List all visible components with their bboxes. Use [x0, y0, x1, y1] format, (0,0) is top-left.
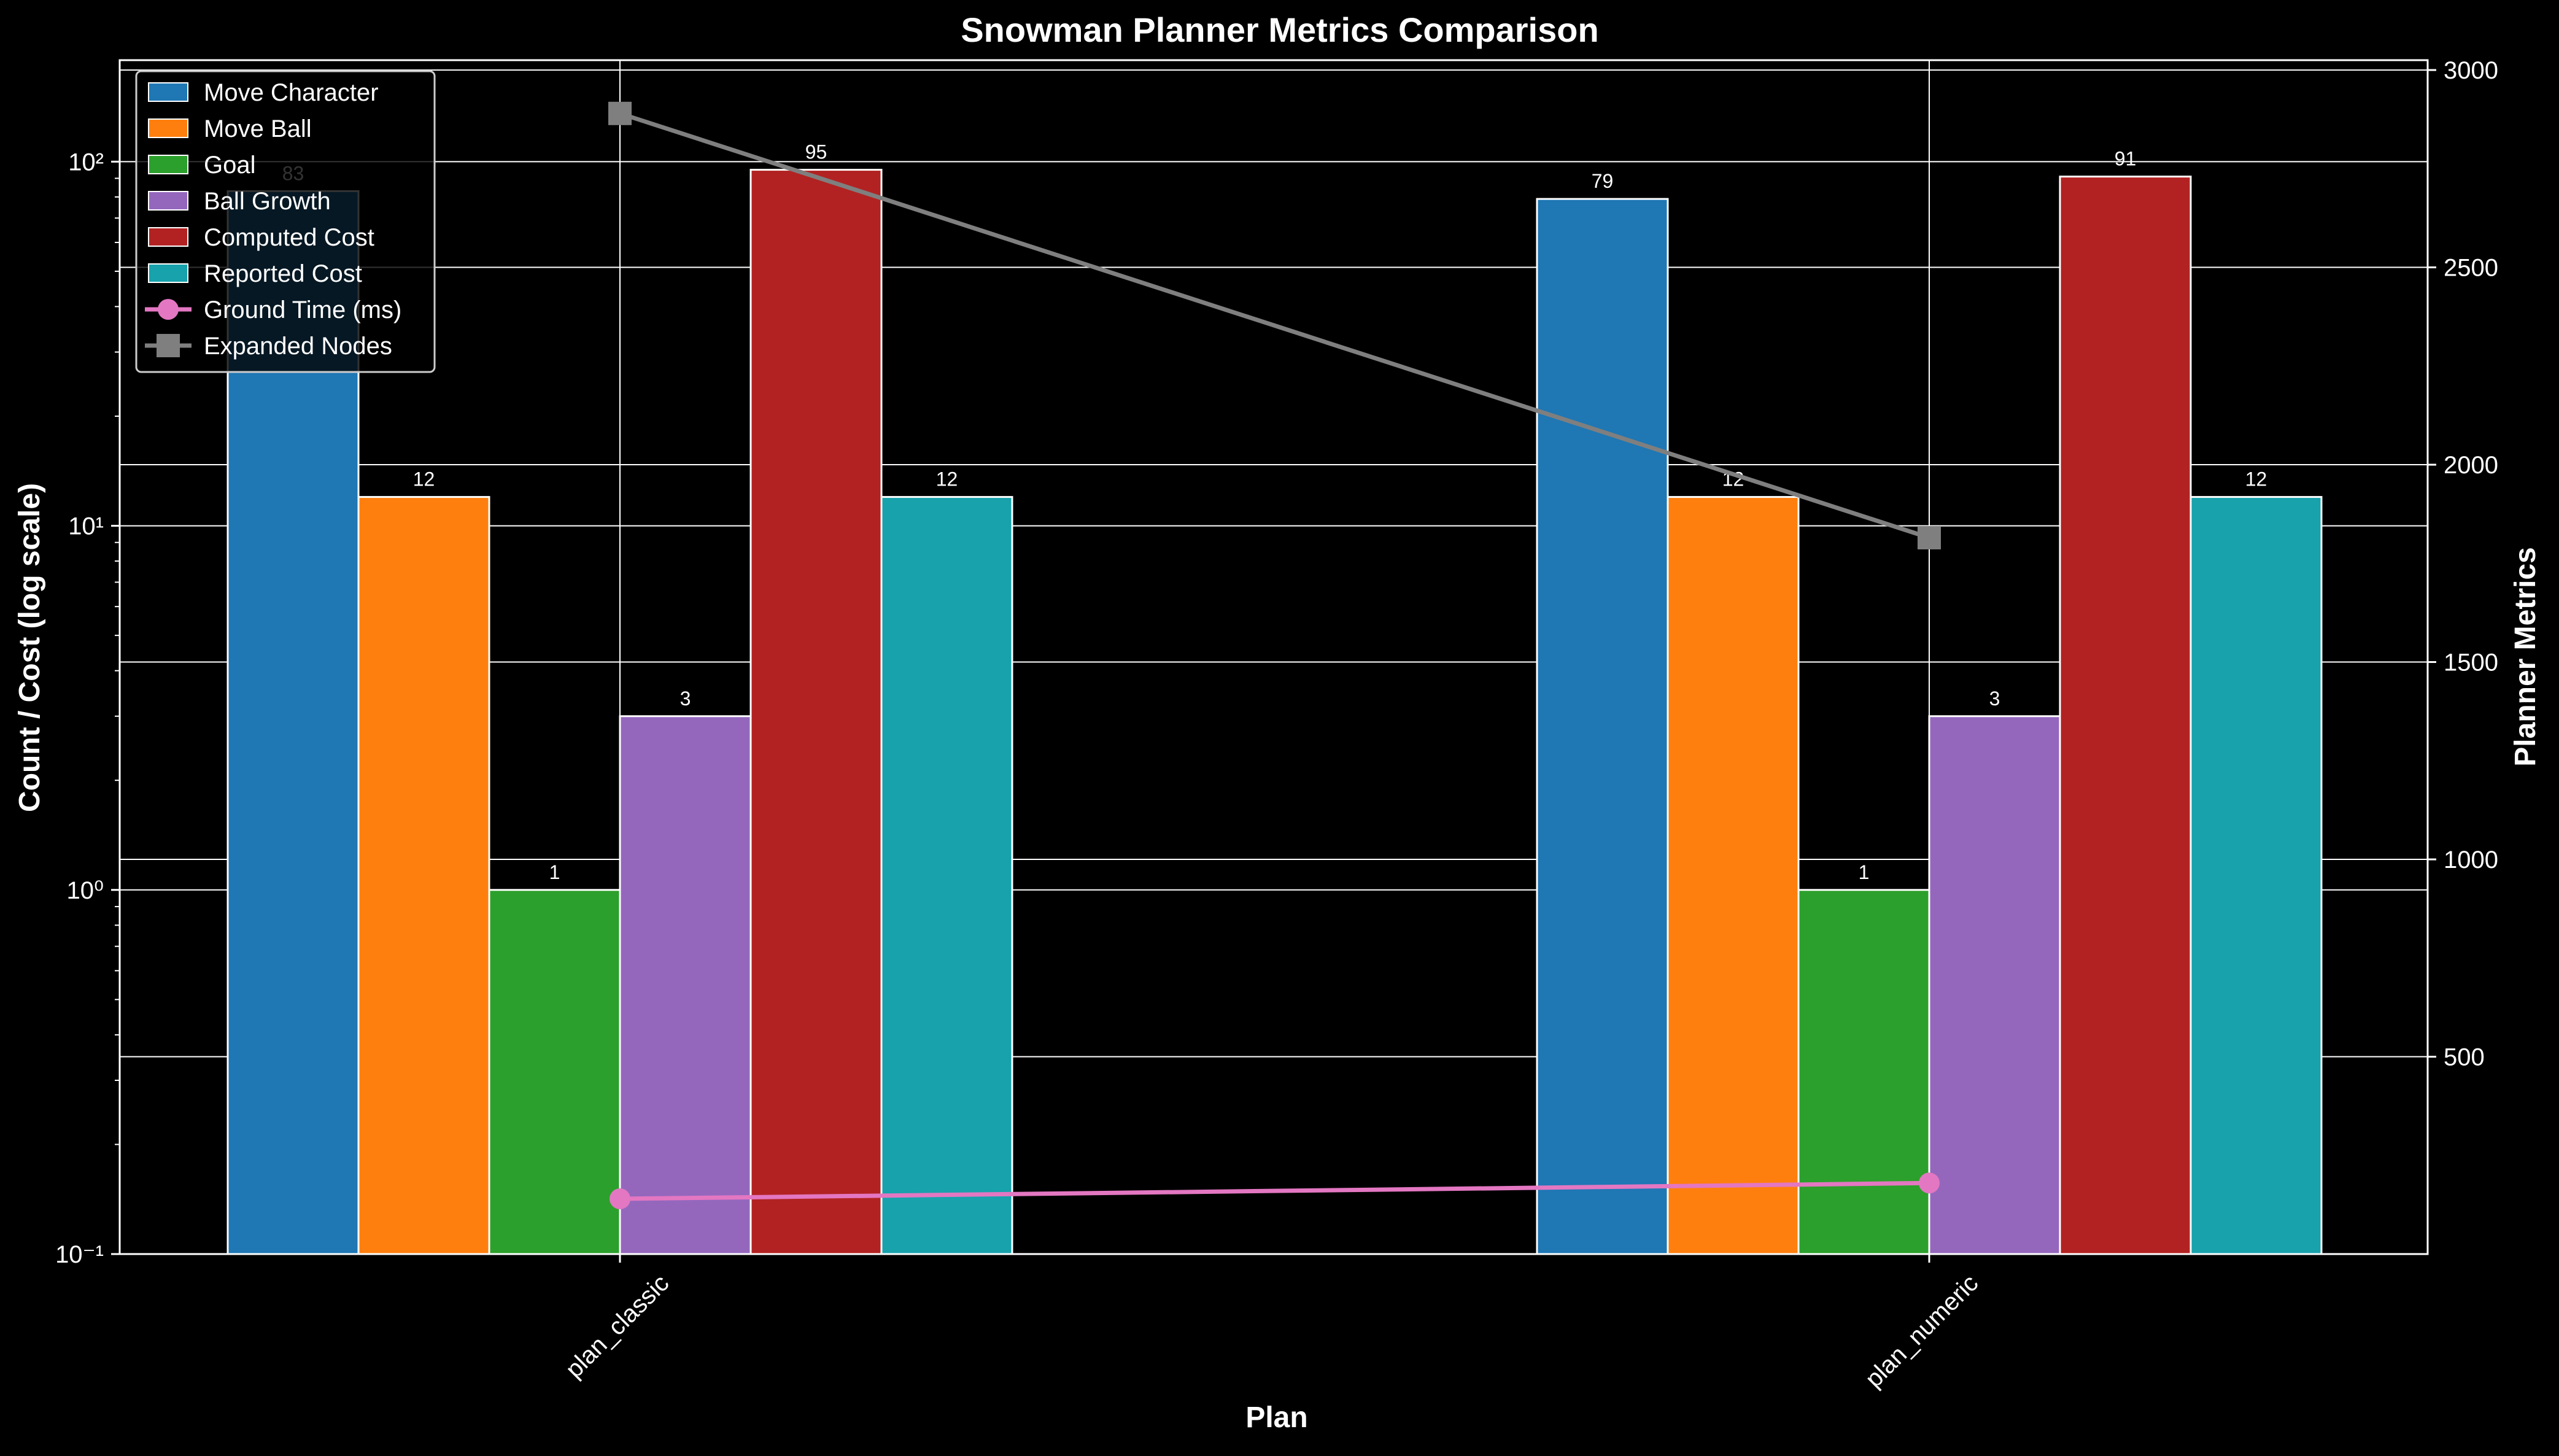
bar-value-label: 3 [1989, 687, 2000, 710]
bar [1797, 889, 1930, 1255]
bar [1928, 715, 2061, 1255]
legend-marker [157, 334, 180, 357]
bar-value-label: 12 [413, 468, 435, 490]
legend-swatch [148, 118, 188, 138]
x-axis-label: Plan [1245, 1401, 1307, 1434]
bars-layer: 83791212113395911212 [226, 141, 2323, 1255]
y-axis-right-label: Planner Metrics [2509, 547, 2542, 766]
legend-label: Computed Cost [204, 224, 374, 251]
legend-box [135, 70, 436, 373]
y-right-tick-label: 3000 [2444, 57, 2498, 84]
bar-value-label: 12 [2245, 468, 2267, 490]
bar [2059, 176, 2192, 1255]
chart-title: Snowman Planner Metrics Comparison [961, 10, 1598, 49]
bar-value-label: 95 [805, 141, 827, 163]
y-right-tick-label: 1000 [2444, 846, 2498, 873]
y-left-tick-label: 10⁰ [66, 877, 104, 904]
bar-value-label: 1 [549, 861, 560, 883]
bar [880, 496, 1013, 1255]
legend-swatch [148, 82, 188, 102]
line-point [1919, 1172, 1940, 1194]
legend-swatch [148, 263, 188, 283]
bar [1667, 496, 1800, 1255]
legend: Move Character Move Ball Goal Ball Growth Co… [135, 70, 436, 373]
legend-swatch [148, 191, 188, 211]
y-axis-left-label: Count / Cost (log scale) [14, 483, 46, 812]
bar [357, 496, 490, 1255]
line-series [619, 111, 1930, 540]
bar [1536, 198, 1669, 1255]
line-point [608, 101, 632, 125]
bar-value-label: 1 [1859, 861, 1870, 883]
y-right-tick-label: 2500 [2444, 255, 2498, 282]
lines-layer [608, 101, 1941, 1209]
y-left-tick-label: 10² [68, 149, 104, 176]
y-left-tick-label: 10⁻¹ [55, 1241, 104, 1268]
y-right-tick-label: 1500 [2444, 649, 2498, 676]
legend-label: Reported Cost [204, 260, 362, 287]
bar-value-label: 3 [680, 687, 691, 710]
legend-label: Ground Time (ms) [204, 296, 401, 323]
y-right-tick-label: 500 [2444, 1044, 2485, 1071]
legend-swatch [148, 227, 188, 247]
bar [749, 169, 883, 1255]
legend-label: Move Ball [204, 115, 312, 142]
legend-label: Ball Growth [204, 188, 331, 215]
y-right-tick-label: 2000 [2444, 452, 2498, 479]
line-point [1918, 526, 1941, 549]
legend-label: Move Character [204, 79, 379, 106]
y-left-tick-label: 10¹ [68, 513, 104, 540]
line-series [619, 1180, 1930, 1201]
legend-label: Goal [204, 152, 256, 179]
legend-label: Expanded Nodes [204, 333, 392, 360]
bar [488, 889, 621, 1255]
bar-value-label: 91 [2115, 148, 2137, 170]
legend-marker [158, 299, 179, 320]
bar [619, 715, 752, 1255]
line-point [610, 1188, 630, 1209]
bar-value-label: 12 [936, 468, 958, 490]
bar-value-label: 79 [1592, 170, 1614, 192]
bar [2189, 496, 2323, 1255]
plot-frame [118, 59, 2429, 1255]
legend-swatch [148, 155, 188, 174]
